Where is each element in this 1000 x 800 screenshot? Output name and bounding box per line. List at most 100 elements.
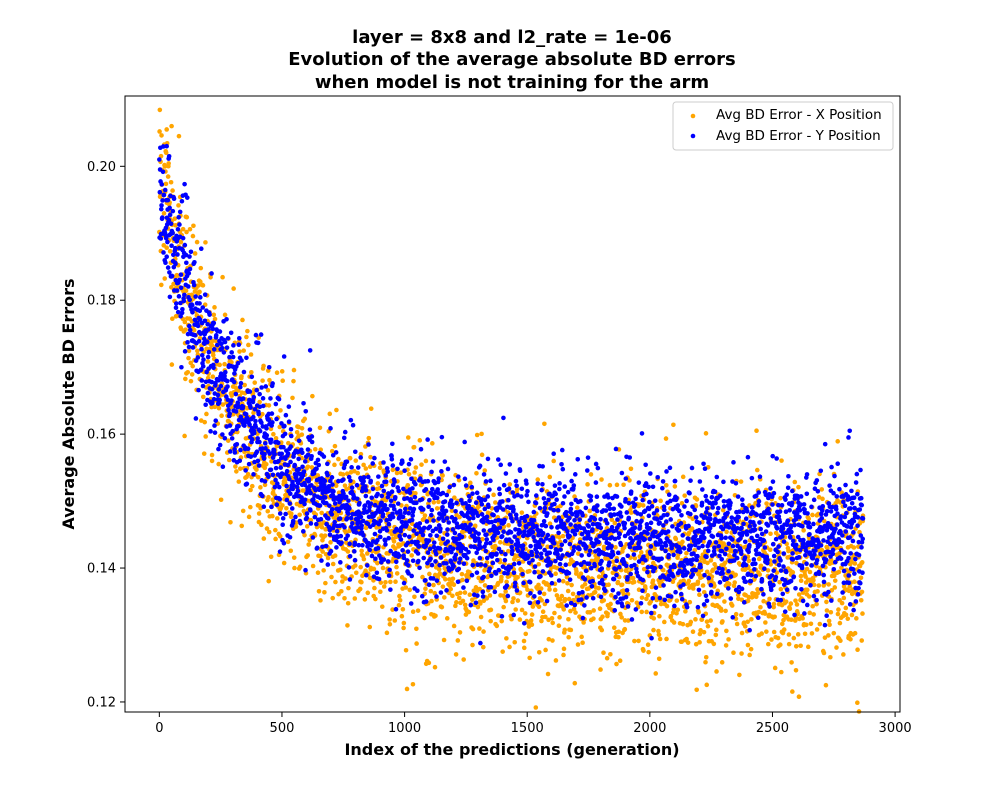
data-point (719, 660, 725, 665)
data-point (527, 568, 532, 574)
data-point (559, 542, 565, 548)
data-point (172, 245, 178, 251)
data-point (533, 705, 539, 710)
data-point (503, 551, 508, 557)
data-point (540, 531, 546, 536)
data-point (671, 422, 676, 428)
data-point (470, 562, 476, 568)
data-point (336, 591, 341, 597)
data-point (190, 309, 195, 315)
data-point (344, 471, 350, 477)
data-point (461, 561, 467, 566)
data-point (738, 479, 744, 484)
data-point (506, 548, 511, 554)
data-point (231, 379, 237, 385)
data-point (387, 617, 392, 622)
data-point (288, 426, 294, 432)
data-point (470, 642, 475, 648)
data-point (836, 607, 841, 612)
data-point (363, 525, 369, 531)
data-point (571, 606, 577, 612)
data-point (289, 506, 295, 511)
data-point (235, 360, 241, 366)
data-point (608, 601, 613, 607)
data-point (252, 380, 258, 385)
data-point (439, 604, 445, 610)
data-point (462, 590, 468, 595)
data-point (409, 517, 415, 523)
data-point (733, 611, 739, 617)
data-point (246, 514, 252, 520)
data-point (247, 389, 253, 394)
data-point (360, 542, 365, 548)
data-point (468, 522, 473, 527)
data-point (253, 418, 258, 424)
data-point (481, 519, 486, 525)
data-point (225, 384, 230, 389)
data-point (708, 618, 713, 623)
data-point (365, 474, 371, 480)
data-point (561, 646, 567, 652)
data-point (245, 446, 251, 451)
data-point (501, 482, 507, 488)
data-point (572, 517, 577, 523)
data-point (674, 495, 679, 501)
data-point (679, 500, 685, 506)
data-point (251, 472, 256, 477)
data-point (328, 426, 333, 431)
data-point (224, 378, 230, 384)
data-point (651, 627, 656, 633)
data-point (658, 601, 664, 607)
data-point (250, 399, 256, 405)
data-point (640, 497, 646, 503)
data-point (378, 580, 384, 585)
data-point (520, 571, 525, 577)
data-point (460, 598, 466, 604)
data-point (272, 451, 277, 457)
data-point (428, 532, 433, 538)
data-point (538, 574, 543, 579)
data-point (304, 511, 310, 516)
data-point (211, 320, 217, 326)
data-point (524, 493, 530, 498)
data-point (640, 577, 646, 583)
data-point (557, 486, 562, 492)
data-point (245, 328, 250, 334)
data-point (508, 564, 514, 570)
data-point (641, 648, 646, 653)
data-point (456, 560, 462, 565)
data-point (668, 517, 673, 522)
data-point (162, 187, 168, 193)
data-point (777, 579, 782, 585)
data-point (594, 494, 600, 500)
data-point (765, 568, 771, 573)
data-point (419, 593, 425, 599)
data-point (625, 553, 631, 559)
series-y-position (157, 143, 866, 646)
data-point (258, 332, 264, 337)
data-point (377, 529, 383, 534)
data-point (355, 524, 361, 530)
data-point (642, 536, 647, 542)
data-point (288, 444, 294, 449)
data-point (379, 493, 385, 499)
data-point (481, 644, 486, 650)
data-point (225, 397, 231, 403)
data-point (529, 622, 535, 628)
data-point (451, 564, 456, 569)
data-point (295, 488, 301, 494)
data-point (559, 447, 565, 453)
data-point (187, 327, 193, 333)
data-point (421, 525, 427, 531)
data-point (859, 638, 865, 643)
data-point (616, 629, 621, 635)
data-point (831, 573, 837, 579)
data-point (633, 607, 639, 612)
data-point (567, 515, 572, 521)
data-point (482, 506, 488, 512)
data-point (657, 636, 663, 642)
data-point (627, 544, 633, 550)
data-point (302, 416, 308, 422)
data-point (560, 514, 565, 520)
data-point (826, 633, 831, 638)
